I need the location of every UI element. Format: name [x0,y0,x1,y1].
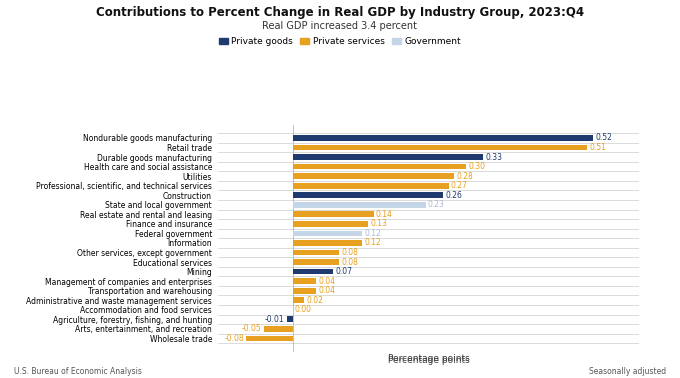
Bar [287,316,292,322]
Text: 0.04: 0.04 [318,277,335,286]
Text: 0.30: 0.30 [469,162,486,171]
Text: 0.28: 0.28 [457,172,473,181]
Bar [292,249,339,255]
Text: 0.23: 0.23 [428,200,445,209]
Bar [292,183,449,189]
Text: Percentage points: Percentage points [388,356,469,365]
Text: 0.04: 0.04 [318,286,335,295]
Bar [292,164,466,169]
Text: 0.00: 0.00 [295,305,312,314]
Text: 0.14: 0.14 [376,210,393,219]
Text: Seasonally adjusted: Seasonally adjusted [590,367,666,376]
Bar [246,336,292,341]
Bar [292,288,316,293]
Bar [292,211,373,217]
Bar [292,135,593,141]
Text: -0.08: -0.08 [224,334,244,343]
Text: 0.12: 0.12 [364,229,381,238]
Bar [292,269,333,274]
Text: 0.13: 0.13 [370,219,387,228]
Bar [292,173,454,179]
Text: Contributions to Percent Change in Real GDP by Industry Group, 2023:Q4: Contributions to Percent Change in Real … [96,6,584,19]
Text: 0.08: 0.08 [341,248,358,257]
Text: 0.33: 0.33 [486,152,503,161]
Bar [292,278,316,284]
Legend: Private goods, Private services, Government: Private goods, Private services, Governm… [215,34,465,50]
Text: 0.52: 0.52 [595,133,612,143]
Text: -0.05: -0.05 [242,324,262,333]
Text: 0.12: 0.12 [364,239,381,248]
Bar [264,326,292,332]
Bar [292,297,304,303]
Text: 0.07: 0.07 [335,267,352,276]
Text: 0.02: 0.02 [307,296,324,305]
Bar [292,192,443,198]
Text: U.S. Bureau of Economic Analysis: U.S. Bureau of Economic Analysis [14,367,141,376]
Bar [292,231,362,236]
Bar [292,240,362,246]
Text: 0.27: 0.27 [451,181,468,190]
Bar [292,259,339,265]
Text: 0.26: 0.26 [445,191,462,200]
X-axis label: Percentage points: Percentage points [388,354,469,363]
Text: Real GDP increased 3.4 percent: Real GDP increased 3.4 percent [262,21,418,31]
Bar [292,221,368,227]
Text: -0.01: -0.01 [265,315,285,324]
Bar [292,154,483,160]
Text: 0.51: 0.51 [590,143,607,152]
Bar [292,145,588,150]
Text: 0.08: 0.08 [341,257,358,266]
Bar [292,202,426,208]
